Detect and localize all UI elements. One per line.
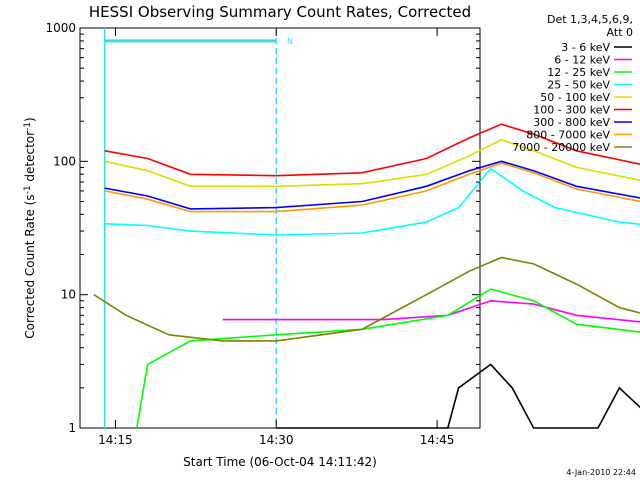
y-tick-label-1: 10	[61, 288, 76, 302]
legend-label-7: 800 - 7000 keV	[526, 129, 610, 142]
legend-header-line-1: Det 1,3,4,5,6,9,	[547, 13, 633, 26]
x-tick-label-0: 14:15	[98, 433, 133, 447]
legend-label-0: 3 - 6 keV	[561, 41, 610, 54]
legend-label-3: 25 - 50 keV	[547, 79, 610, 92]
marker-label: N	[287, 37, 293, 46]
legend-label-1: 6 - 12 keV	[554, 54, 610, 67]
series-line-0	[276, 363, 640, 429]
legend-label-8: 7000 - 20000 keV	[512, 141, 610, 154]
date-stamp: 4-Jan-2010 22:44	[566, 468, 636, 477]
series-line-1	[222, 299, 640, 323]
series-line-4	[104, 138, 640, 188]
x-axis-label: Start Time (06-Oct-04 14:11:42)	[183, 455, 377, 469]
y-tick-label-3: 1000	[45, 21, 76, 35]
x-axis-ticks: 14:15 14:30 14:45	[98, 28, 454, 447]
legend-header-line-2: Att 0	[607, 26, 633, 39]
series-lines	[93, 123, 640, 429]
series-line-2	[136, 288, 640, 429]
series-line-5	[104, 123, 640, 177]
marker-lines: N	[103, 28, 293, 428]
y-axis-ticks: 1 10 100 1000	[45, 21, 480, 435]
y-tick-label-0: 1	[68, 421, 76, 435]
legend-label-5: 100 - 300 keV	[533, 104, 610, 117]
x-tick-label-2: 14:45	[420, 433, 455, 447]
legend-label-4: 50 - 100 keV	[540, 91, 610, 104]
plot-area: N 14:15 14:30 14:45 1 10 100 1000	[45, 21, 640, 447]
legend-label-2: 12 - 25 keV	[547, 66, 610, 79]
x-tick-label-1: 14:30	[259, 433, 294, 447]
plot-frame	[79, 27, 481, 429]
chart-title: HESSI Observing Summary Count Rates, Cor…	[89, 3, 471, 21]
series-line-8	[93, 256, 640, 342]
series-line-7	[104, 162, 640, 213]
y-axis-label: Corrected Count Rate (s-1 detector-1)	[23, 117, 37, 338]
y-tick-label-2: 100	[53, 154, 76, 168]
series-line-3	[104, 167, 640, 236]
legend-label-6: 300 - 800 keV	[533, 116, 610, 129]
series-line-6	[104, 160, 640, 210]
